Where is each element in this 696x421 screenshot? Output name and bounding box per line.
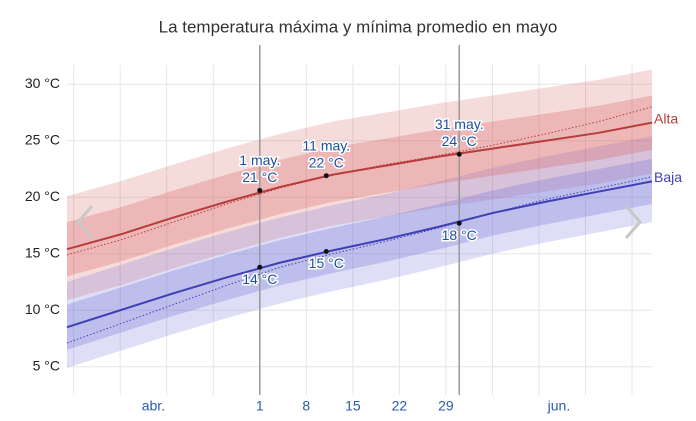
next-arrow[interactable] [624, 205, 642, 239]
dotted-line [66, 176, 653, 344]
plot: 5 °C 10 °C 15 °C 20 °C 25 °C 30 °C abr. 1 8 15 22 2… [25, 45, 682, 414]
band [67, 95, 652, 277]
chart-title: La temperatura máxima y mínima promedio … [159, 17, 558, 36]
band [67, 136, 652, 368]
annotation-point [323, 248, 329, 254]
x-tick-label: jun. [547, 398, 571, 414]
x-tick-label: 8 [302, 398, 310, 414]
annotation-label: 22 °C [309, 154, 344, 170]
annotation-label: 15 °C [309, 255, 344, 271]
legend-label: Alta [654, 110, 678, 126]
annotation-point [456, 151, 462, 157]
series-line [66, 180, 653, 329]
x-tick-label: 1 [256, 398, 264, 414]
annotation-point [323, 173, 329, 179]
y-tick-label: 30 °C [25, 75, 60, 91]
band [67, 158, 652, 350]
legend-label: Baja [654, 169, 682, 185]
x-tick-label: abr. [142, 398, 165, 414]
annotation-label: 11 may. [302, 137, 350, 153]
band [67, 69, 652, 301]
annotation-point [257, 264, 263, 270]
x-tick-label: 15 [345, 398, 361, 414]
y-tick-label: 25 °C [25, 131, 60, 147]
prev-arrow[interactable] [76, 205, 94, 239]
series-line [66, 121, 653, 251]
y-tick-label: 10 °C [25, 301, 60, 317]
annotation-point [257, 187, 263, 193]
annotation-label: 31 may. [435, 116, 484, 132]
annotation-label: 18 °C [442, 227, 477, 243]
y-tick-label: 15 °C [25, 244, 60, 260]
annotation-label: 21 °C [242, 169, 277, 185]
annotation-label: 24 °C [442, 133, 477, 149]
x-tick-label: 29 [438, 398, 454, 414]
annotation-label: 14 °C [242, 271, 277, 287]
y-tick-label: 5 °C [33, 357, 60, 373]
y-tick-label: 20 °C [25, 188, 60, 204]
x-tick-label: 22 [392, 398, 408, 414]
annotation-point [456, 220, 462, 226]
annotation-label: 1 may. [239, 152, 280, 168]
